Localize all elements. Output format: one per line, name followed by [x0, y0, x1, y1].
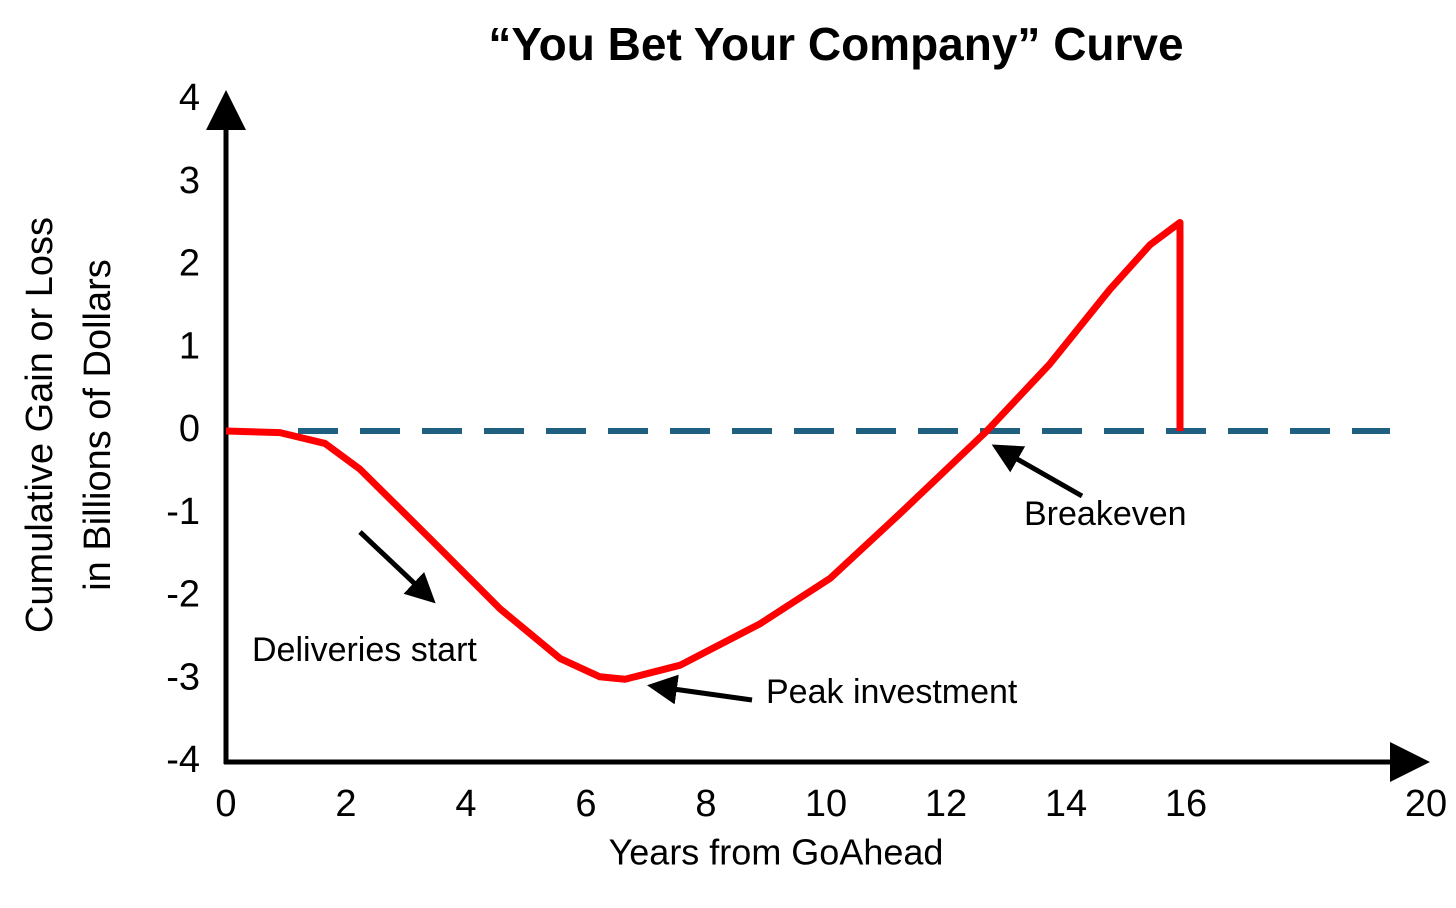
x-axis-label: Years from GoAhead [609, 832, 944, 873]
y-axis-label-line: Cumulative Gain or Loss [19, 217, 61, 633]
x-tick-label: 12 [925, 783, 967, 825]
y-tick-label: 4 [179, 77, 200, 119]
annotation-arrow [991, 444, 1084, 499]
x-tick-label: 0 [215, 783, 236, 825]
y-tick-label: -3 [166, 656, 200, 698]
y-axis-label: Cumulative Gain or Loss in Billions of D… [19, 217, 119, 633]
y-tick-label: 0 [179, 408, 200, 450]
y-tick-label: -1 [166, 491, 200, 533]
x-tick-label: 4 [455, 783, 476, 825]
annotation: Deliveries start [252, 631, 477, 669]
x-tick-label: 2 [335, 783, 356, 825]
annotation-arrow [358, 530, 436, 604]
annotation-arrow [647, 674, 753, 705]
y-tick-label: -4 [166, 739, 200, 781]
y-tick-label: -2 [166, 574, 200, 616]
annotation: Breakeven [1024, 495, 1187, 533]
y-tick-label: 1 [179, 325, 200, 367]
x-tick-label: 10 [805, 783, 847, 825]
x-tick-label: 6 [575, 783, 596, 825]
x-tick-label: 14 [1045, 783, 1087, 825]
x-tick-label: 20 [1405, 783, 1447, 825]
y-tick-label: 3 [179, 160, 200, 202]
chart-title: “You Bet Your Company” Curve [488, 18, 1183, 70]
x-tick-label: 8 [695, 783, 716, 825]
y-axis-label-line: in Billions of Dollars [77, 259, 119, 591]
data-line [225, 218, 1184, 683]
y-tick-label: 2 [179, 243, 200, 285]
annotation: Peak investment [766, 673, 1018, 711]
x-tick-label: 16 [1165, 783, 1207, 825]
